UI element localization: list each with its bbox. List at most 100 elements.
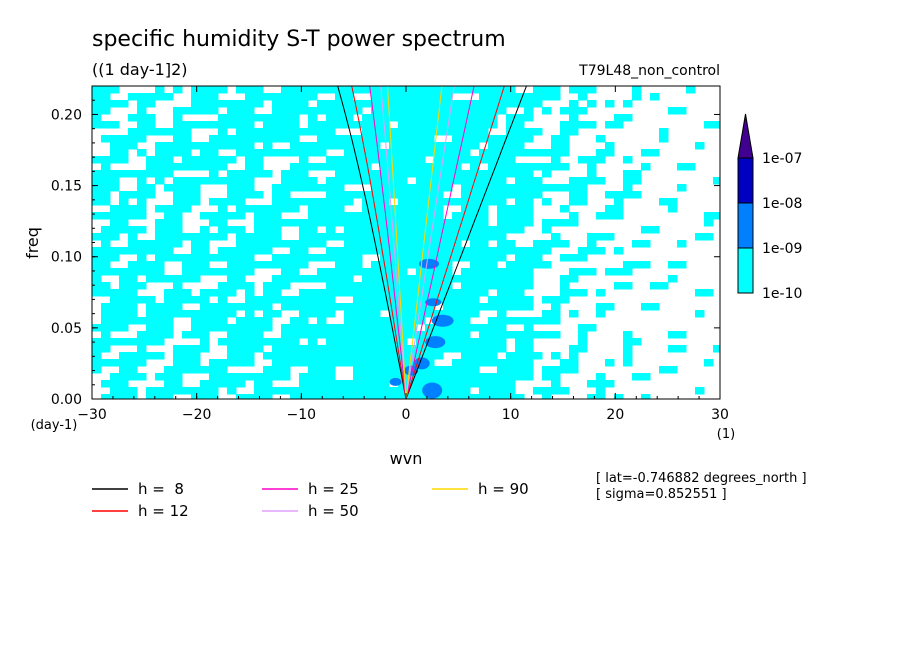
field-cell <box>443 268 453 276</box>
field-cell <box>317 373 327 381</box>
field-cell <box>353 338 363 346</box>
field-cell <box>452 366 462 374</box>
field-cell <box>380 114 390 122</box>
field-cell <box>182 128 192 136</box>
field-cell <box>362 345 372 353</box>
field-cell <box>110 142 120 150</box>
field-cell <box>92 359 102 367</box>
field-cell <box>416 205 426 213</box>
field-cell <box>497 296 507 304</box>
field-cell <box>326 289 336 297</box>
field-cell <box>281 366 291 374</box>
field-cell <box>569 212 579 220</box>
field-cell <box>263 135 273 143</box>
field-cell <box>389 296 399 304</box>
field-cell <box>461 268 471 276</box>
field-cell <box>470 205 480 213</box>
x-tick-label: −30 <box>77 407 107 423</box>
field-cell <box>416 247 426 255</box>
field-cell <box>146 275 156 283</box>
field-cell <box>578 331 588 339</box>
field-cell <box>110 373 120 381</box>
field-cell <box>596 289 606 297</box>
field-cell <box>245 163 255 171</box>
field-cell <box>218 303 228 311</box>
field-cell <box>146 331 156 339</box>
field-cell <box>308 394 318 399</box>
field-cell <box>254 156 264 164</box>
field-cell <box>524 149 534 157</box>
field-cell <box>209 387 219 395</box>
field-cell <box>380 191 390 199</box>
field-cell <box>443 114 453 122</box>
field-cell <box>281 254 291 262</box>
field-cell <box>542 93 552 101</box>
field-cell <box>461 359 471 367</box>
field-cell <box>470 324 480 332</box>
field-cell <box>119 219 129 227</box>
field-cell <box>479 338 489 346</box>
field-cell <box>362 240 372 248</box>
field-cell <box>128 261 138 269</box>
y-axis: 0.000.050.100.150.20 <box>51 99 720 408</box>
field-cell <box>497 156 507 164</box>
field-cell <box>407 373 417 381</box>
field-cell <box>110 387 120 395</box>
field-cell <box>371 107 381 115</box>
field-cell <box>101 394 111 399</box>
field-cell <box>488 121 498 129</box>
field-cell <box>389 170 399 178</box>
field-cell <box>326 310 336 318</box>
field-cell <box>191 275 201 283</box>
field-cell <box>245 100 255 108</box>
field-cell <box>479 345 489 353</box>
field-cell <box>218 177 228 185</box>
field-cell <box>353 282 363 290</box>
field-cell <box>407 317 417 325</box>
field-cell <box>137 93 147 101</box>
field-cell <box>569 275 579 283</box>
field-cell <box>506 387 516 395</box>
field-cell <box>425 310 435 318</box>
field-cell <box>632 191 642 199</box>
x-axis: −30 −20 −10 0 10 20 30 <box>77 86 729 423</box>
field-cell <box>353 394 363 399</box>
kelvin-curve <box>405 86 505 399</box>
field-cell <box>326 177 336 185</box>
field-cell <box>434 149 444 157</box>
field-cell <box>227 226 237 234</box>
field-cell <box>461 86 471 94</box>
field-cell <box>623 282 633 290</box>
field-cell <box>155 254 165 262</box>
field-cell <box>380 331 390 339</box>
field-cell <box>236 254 246 262</box>
field-cell <box>542 317 552 325</box>
field-cell <box>452 296 462 304</box>
field-cell <box>389 142 399 150</box>
field-cell <box>101 86 111 94</box>
field-cell <box>416 303 426 311</box>
field-cell <box>353 121 363 129</box>
field-cell <box>119 198 129 206</box>
field-cell <box>551 149 561 157</box>
field-cell <box>335 100 345 108</box>
field-cell <box>317 324 327 332</box>
field-cell <box>290 338 300 346</box>
field-cell <box>281 184 291 192</box>
field-cell <box>407 86 417 94</box>
field-cell <box>236 359 246 367</box>
field-cell <box>524 296 534 304</box>
field-cell <box>470 352 480 360</box>
field-cell <box>407 191 417 199</box>
field-cell <box>101 310 111 318</box>
field-cell <box>506 289 516 297</box>
field-cell <box>416 254 426 262</box>
field-cell <box>290 198 300 206</box>
field-cell <box>524 275 534 283</box>
field-cell <box>137 359 147 367</box>
field-cell <box>497 170 507 178</box>
field-cell <box>488 380 498 388</box>
field-cell <box>182 163 192 171</box>
field-cell <box>272 345 282 353</box>
field-cell <box>524 345 534 353</box>
